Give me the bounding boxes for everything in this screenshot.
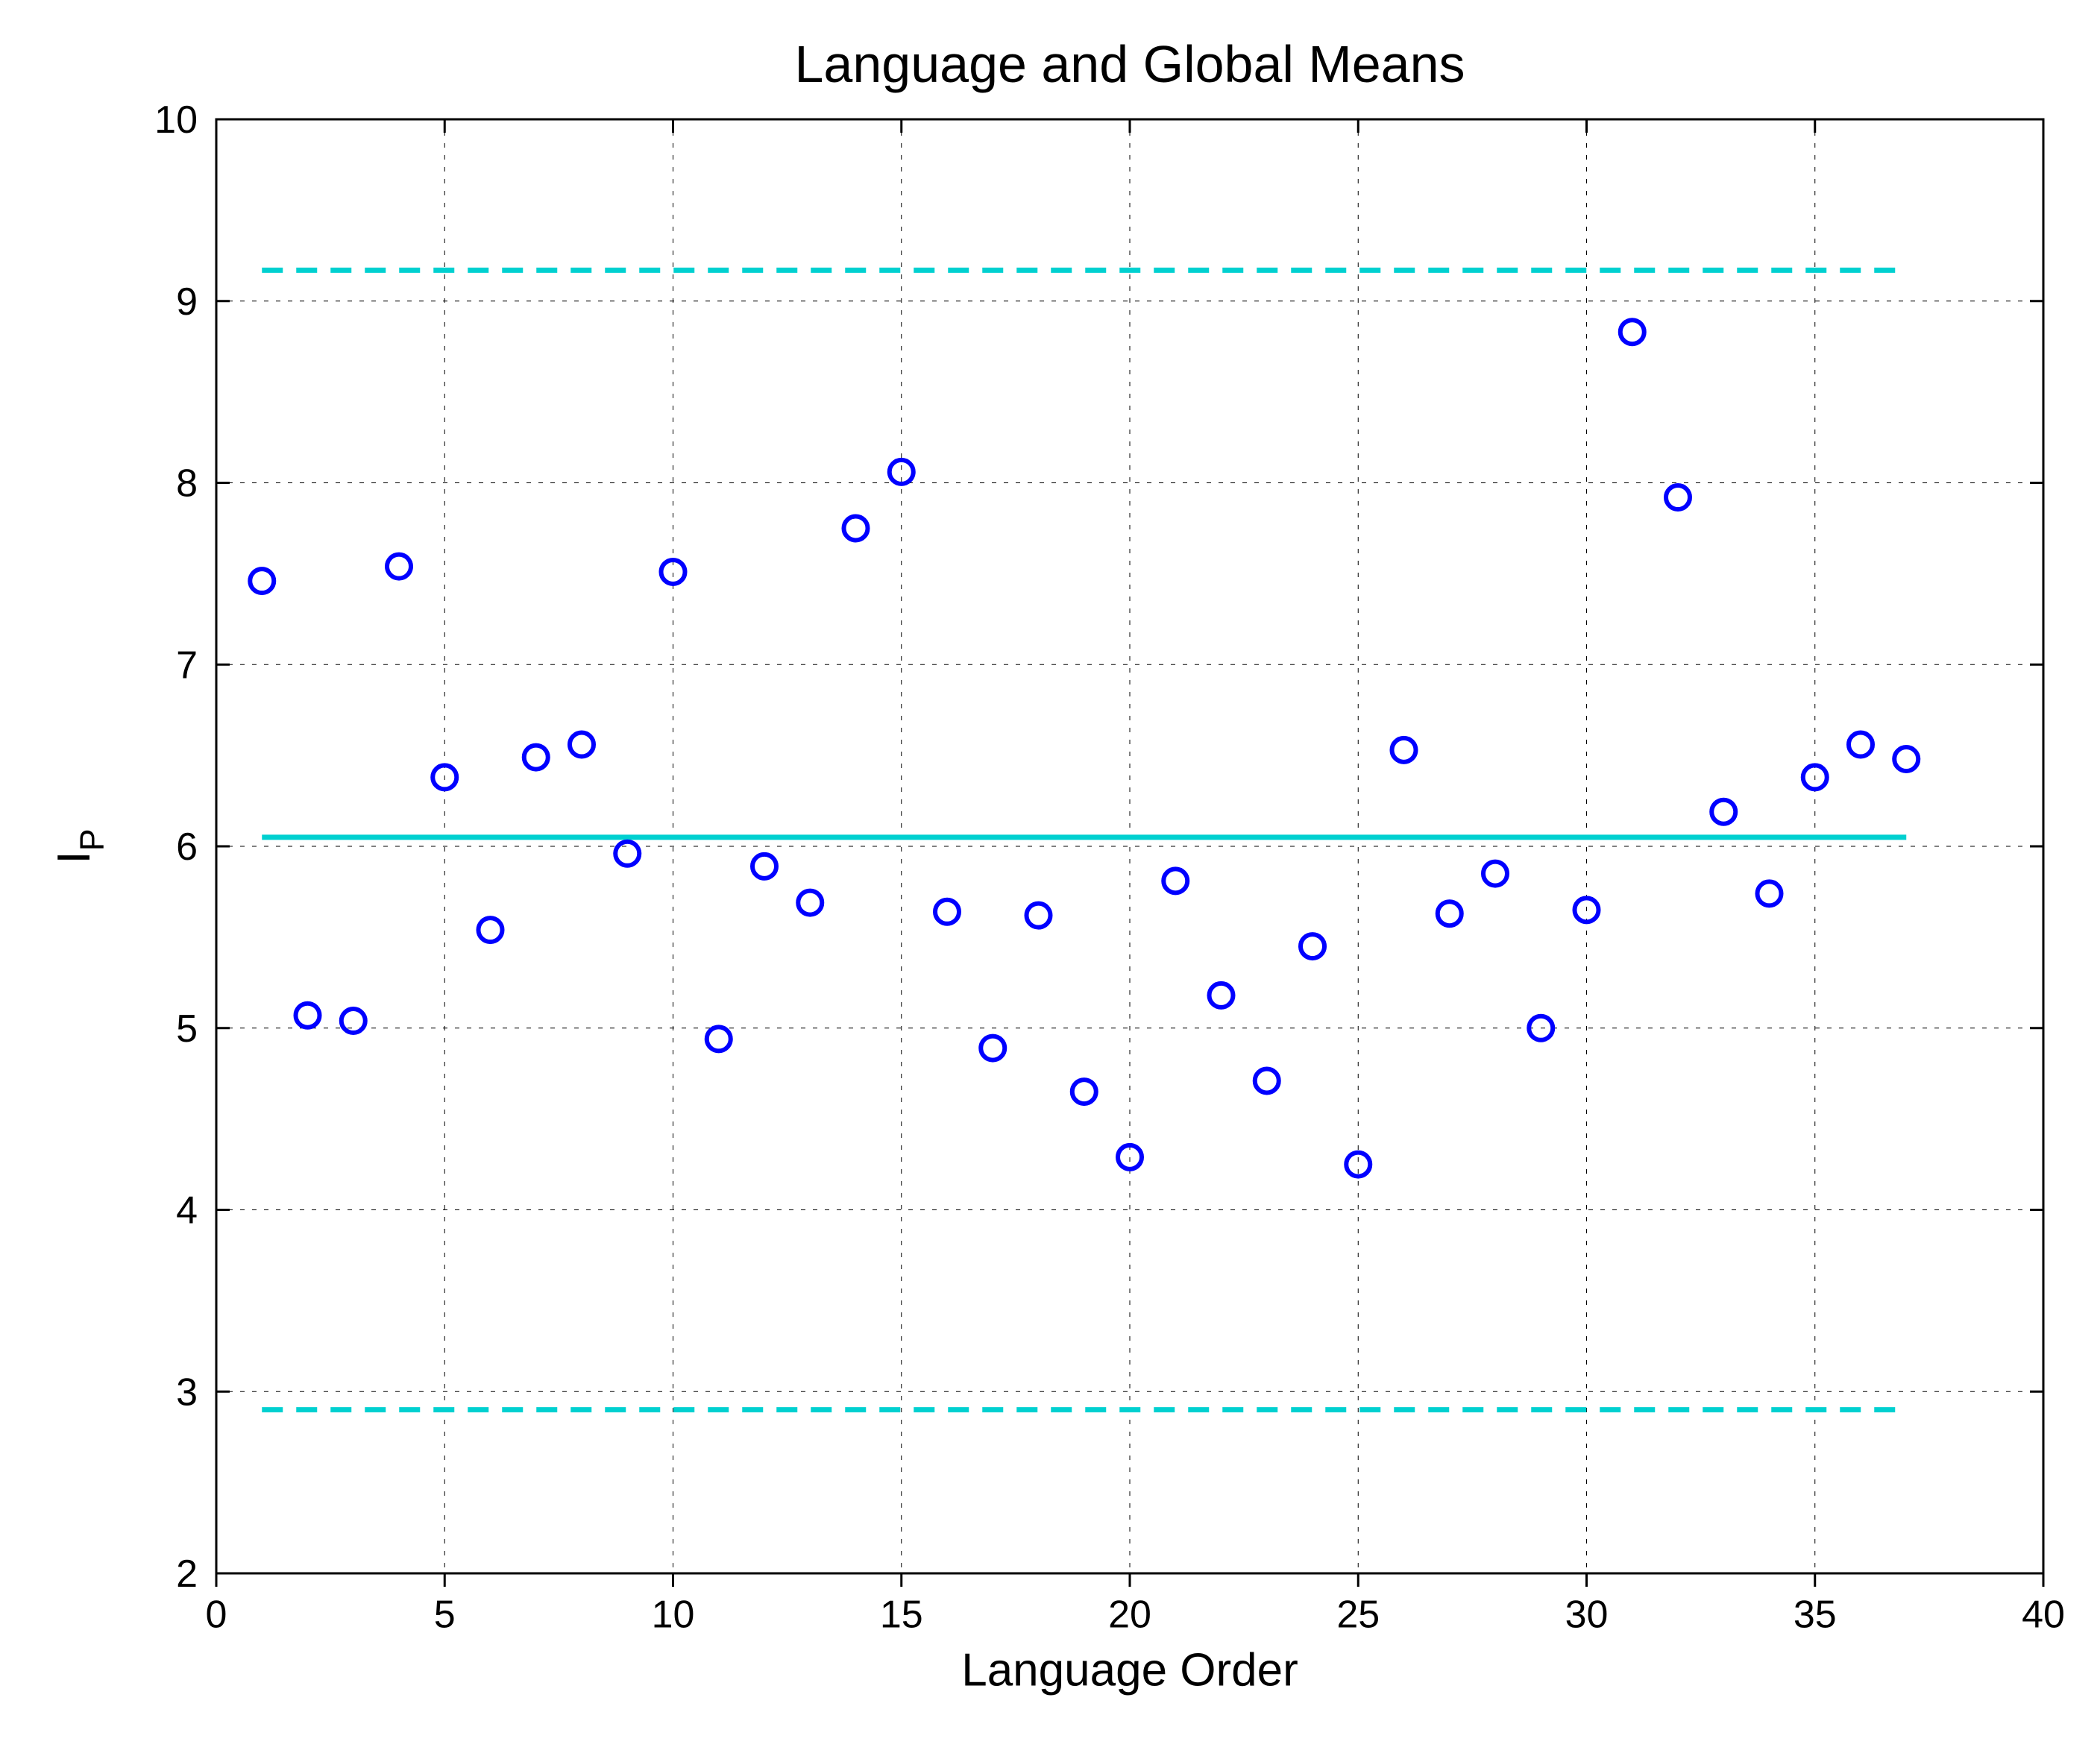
- y-tick-label: 10: [154, 98, 198, 142]
- x-tick-label: 35: [1794, 1593, 1837, 1637]
- x-tick-label: 25: [1336, 1593, 1380, 1637]
- y-tick-label: 5: [176, 1007, 198, 1051]
- x-tick-label: 20: [1108, 1593, 1151, 1637]
- x-tick-label: 15: [880, 1593, 923, 1637]
- x-tick-label: 10: [652, 1593, 695, 1637]
- y-tick-label: 9: [176, 280, 198, 324]
- x-tick-label: 5: [434, 1593, 456, 1637]
- y-tick-label: 7: [176, 644, 198, 687]
- x-axis-label: Language Order: [961, 1645, 1298, 1696]
- y-tick-label: 2: [176, 1552, 198, 1596]
- y-tick-label: 4: [176, 1189, 198, 1233]
- x-tick-label: 0: [206, 1593, 227, 1637]
- scatter-chart: 0 5 10 15 20 25 30 35 40 2 3 4 5 6 7 8 9 10 Language and G…: [0, 0, 2100, 1759]
- y-tick-label: 3: [176, 1371, 198, 1414]
- chart-title: Language and Global Means: [794, 35, 1465, 93]
- chart-container: 0 5 10 15 20 25 30 35 40 2 3 4 5 6 7 8 9 10 Language and G…: [0, 0, 2100, 1759]
- y-tick-label: 8: [176, 462, 198, 506]
- y-tick-label: 6: [176, 825, 198, 869]
- x-tick-label: 40: [2022, 1593, 2065, 1637]
- x-tick-label: 30: [1565, 1593, 1609, 1637]
